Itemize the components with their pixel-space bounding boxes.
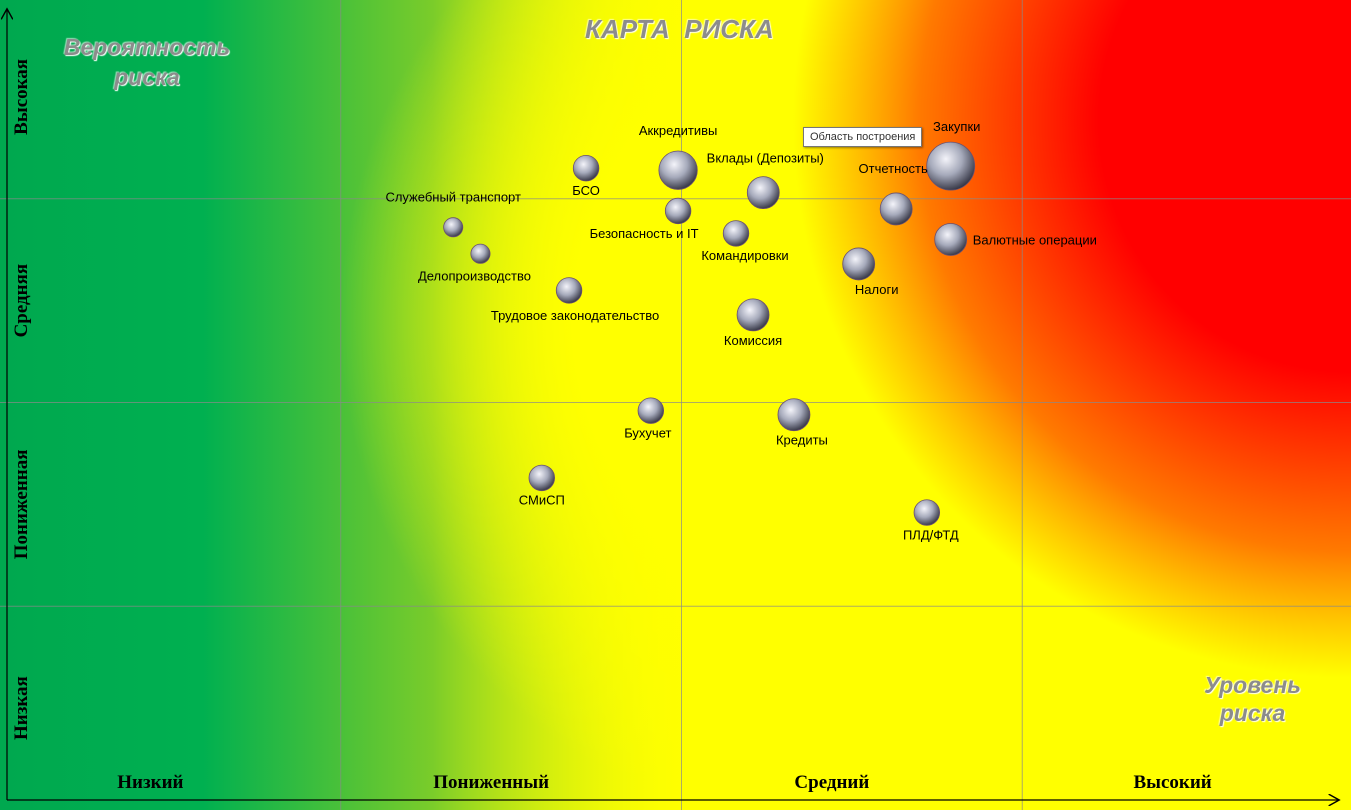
bubble-point: Валютные операции: [934, 223, 1097, 256]
bubble-label: Кредиты: [776, 433, 828, 448]
bubble-marker: [913, 499, 941, 526]
bubble-label: СМиСП: [519, 493, 565, 508]
bubble-point: Делопроизводство: [418, 243, 531, 283]
bubble-label: Командировки: [701, 248, 788, 263]
bubble-point: Закупки: [926, 119, 980, 191]
x-category-label: Пониженный: [433, 772, 549, 793]
chart-title: КАРТА РИСКА: [585, 14, 774, 44]
bubble-label: Безопасность и IT: [590, 226, 699, 241]
y-category-label: Высокая: [11, 59, 32, 135]
bubble-point: СМиСП: [519, 464, 565, 508]
bubble-marker: [736, 298, 770, 332]
bubble-marker: [777, 398, 811, 432]
bubble-point: Трудовое законодательство: [491, 277, 659, 323]
axes: [7, 10, 1338, 800]
category-labels: Низкий Пониженный Средний Высокий Низкая Пони…: [11, 59, 1212, 793]
bubble-marker: [722, 220, 750, 247]
bubble-label: ПЛД/ФТД: [903, 527, 959, 542]
y-category-label: Низкая: [11, 676, 32, 740]
bubble-label: Бухучет: [624, 425, 671, 440]
x-category-label: Низкий: [117, 772, 183, 793]
plot-area-tooltip: Область построения: [803, 127, 923, 147]
bubble-marker: [658, 150, 698, 190]
bubble-point: Отчетность: [859, 161, 928, 226]
bubble-label: Аккредитивы: [639, 123, 718, 138]
bubble-point: Служебный транспорт: [385, 190, 521, 238]
bubble-label: Вклады (Депозиты): [707, 151, 824, 166]
bubble-marker: [746, 176, 780, 210]
bubble-marker: [926, 141, 976, 191]
bubble-point: Комиссия: [724, 298, 782, 348]
bubble-marker: [528, 464, 555, 492]
bubble-marker: [572, 154, 600, 182]
y-axis-title: Вероятность риска: [63, 34, 231, 90]
bubble-label: Комиссия: [724, 333, 782, 348]
bubble-marker: [934, 223, 968, 256]
bubble-point: Налоги: [842, 247, 899, 297]
bubble-point: ПЛД/ФТД: [903, 499, 959, 542]
bubble-point: Вклады (Депозиты): [707, 151, 824, 210]
bubble-label: Отчетность: [859, 161, 928, 176]
bubble-label: Налоги: [855, 282, 899, 297]
bubble-label: БСО: [572, 183, 600, 198]
x-axis-title: Уровень риска: [1204, 672, 1301, 726]
bubble-series: Закупки Аккредитивы БСО Вклады (Депозиты) От…: [385, 119, 1096, 542]
bubble-label: Закупки: [933, 119, 980, 134]
bubble-label: Трудовое законодательство: [491, 308, 659, 323]
bubble-point: Бухучет: [624, 397, 672, 440]
bubble-marker: [842, 247, 876, 281]
bubble-marker: [637, 397, 665, 424]
x-category-label: Высокий: [1133, 772, 1211, 793]
x-category-label: Средний: [794, 772, 869, 793]
bubble-marker: [443, 217, 464, 238]
bubble-point: Командировки: [701, 220, 789, 263]
bubble-label: Служебный транспорт: [385, 190, 521, 205]
bubble-marker: [470, 243, 491, 264]
bubble-point: Аккредитивы: [639, 123, 718, 190]
bubble-marker: [664, 197, 692, 225]
bubble-marker: [555, 277, 583, 304]
bubble-label: Делопроизводство: [418, 268, 531, 283]
y-category-label: Средняя: [11, 264, 32, 338]
y-category-label: Пониженная: [11, 449, 32, 559]
bubble-point: Кредиты: [776, 398, 828, 448]
bubble-point: БСО: [572, 154, 600, 198]
bubble-marker: [879, 192, 913, 226]
bubble-label: Валютные операции: [973, 233, 1097, 248]
bubble-point: Безопасность и IT: [590, 197, 699, 241]
